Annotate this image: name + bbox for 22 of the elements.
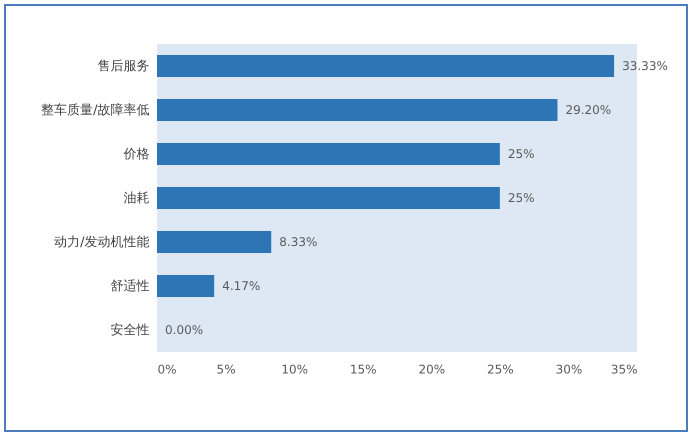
y-tick-label: 油耗 bbox=[124, 191, 150, 206]
data-label: 4.17% bbox=[222, 279, 260, 293]
data-label: 33.33% bbox=[622, 59, 668, 73]
y-tick-label: 安全性 bbox=[110, 322, 150, 338]
data-label: 25% bbox=[508, 147, 535, 161]
data-label: 25% bbox=[508, 191, 535, 205]
y-tick-label: 舒适性 bbox=[110, 279, 150, 294]
y-tick-label: 售后服务 bbox=[98, 59, 150, 74]
x-tick-label: 25% bbox=[487, 362, 514, 376]
x-tick-label: 10% bbox=[281, 362, 308, 376]
data-label: 29.20% bbox=[565, 103, 612, 117]
x-tick-label: 20% bbox=[418, 362, 446, 376]
x-tick-label: 15% bbox=[350, 362, 377, 376]
data-label: 0.00% bbox=[165, 323, 204, 337]
x-tick-label: 35% bbox=[610, 362, 638, 376]
x-tick-label: 30% bbox=[556, 362, 582, 376]
y-tick-label: 整车质量/故障率低 bbox=[41, 102, 150, 118]
x-tick-label: 0% bbox=[158, 362, 177, 376]
x-tick-label: 5% bbox=[216, 362, 236, 376]
data-label: 8.33% bbox=[279, 235, 318, 249]
y-tick-label: 动力/发动机性能 bbox=[54, 235, 150, 250]
y-tick-label: 价格 bbox=[122, 147, 150, 162]
